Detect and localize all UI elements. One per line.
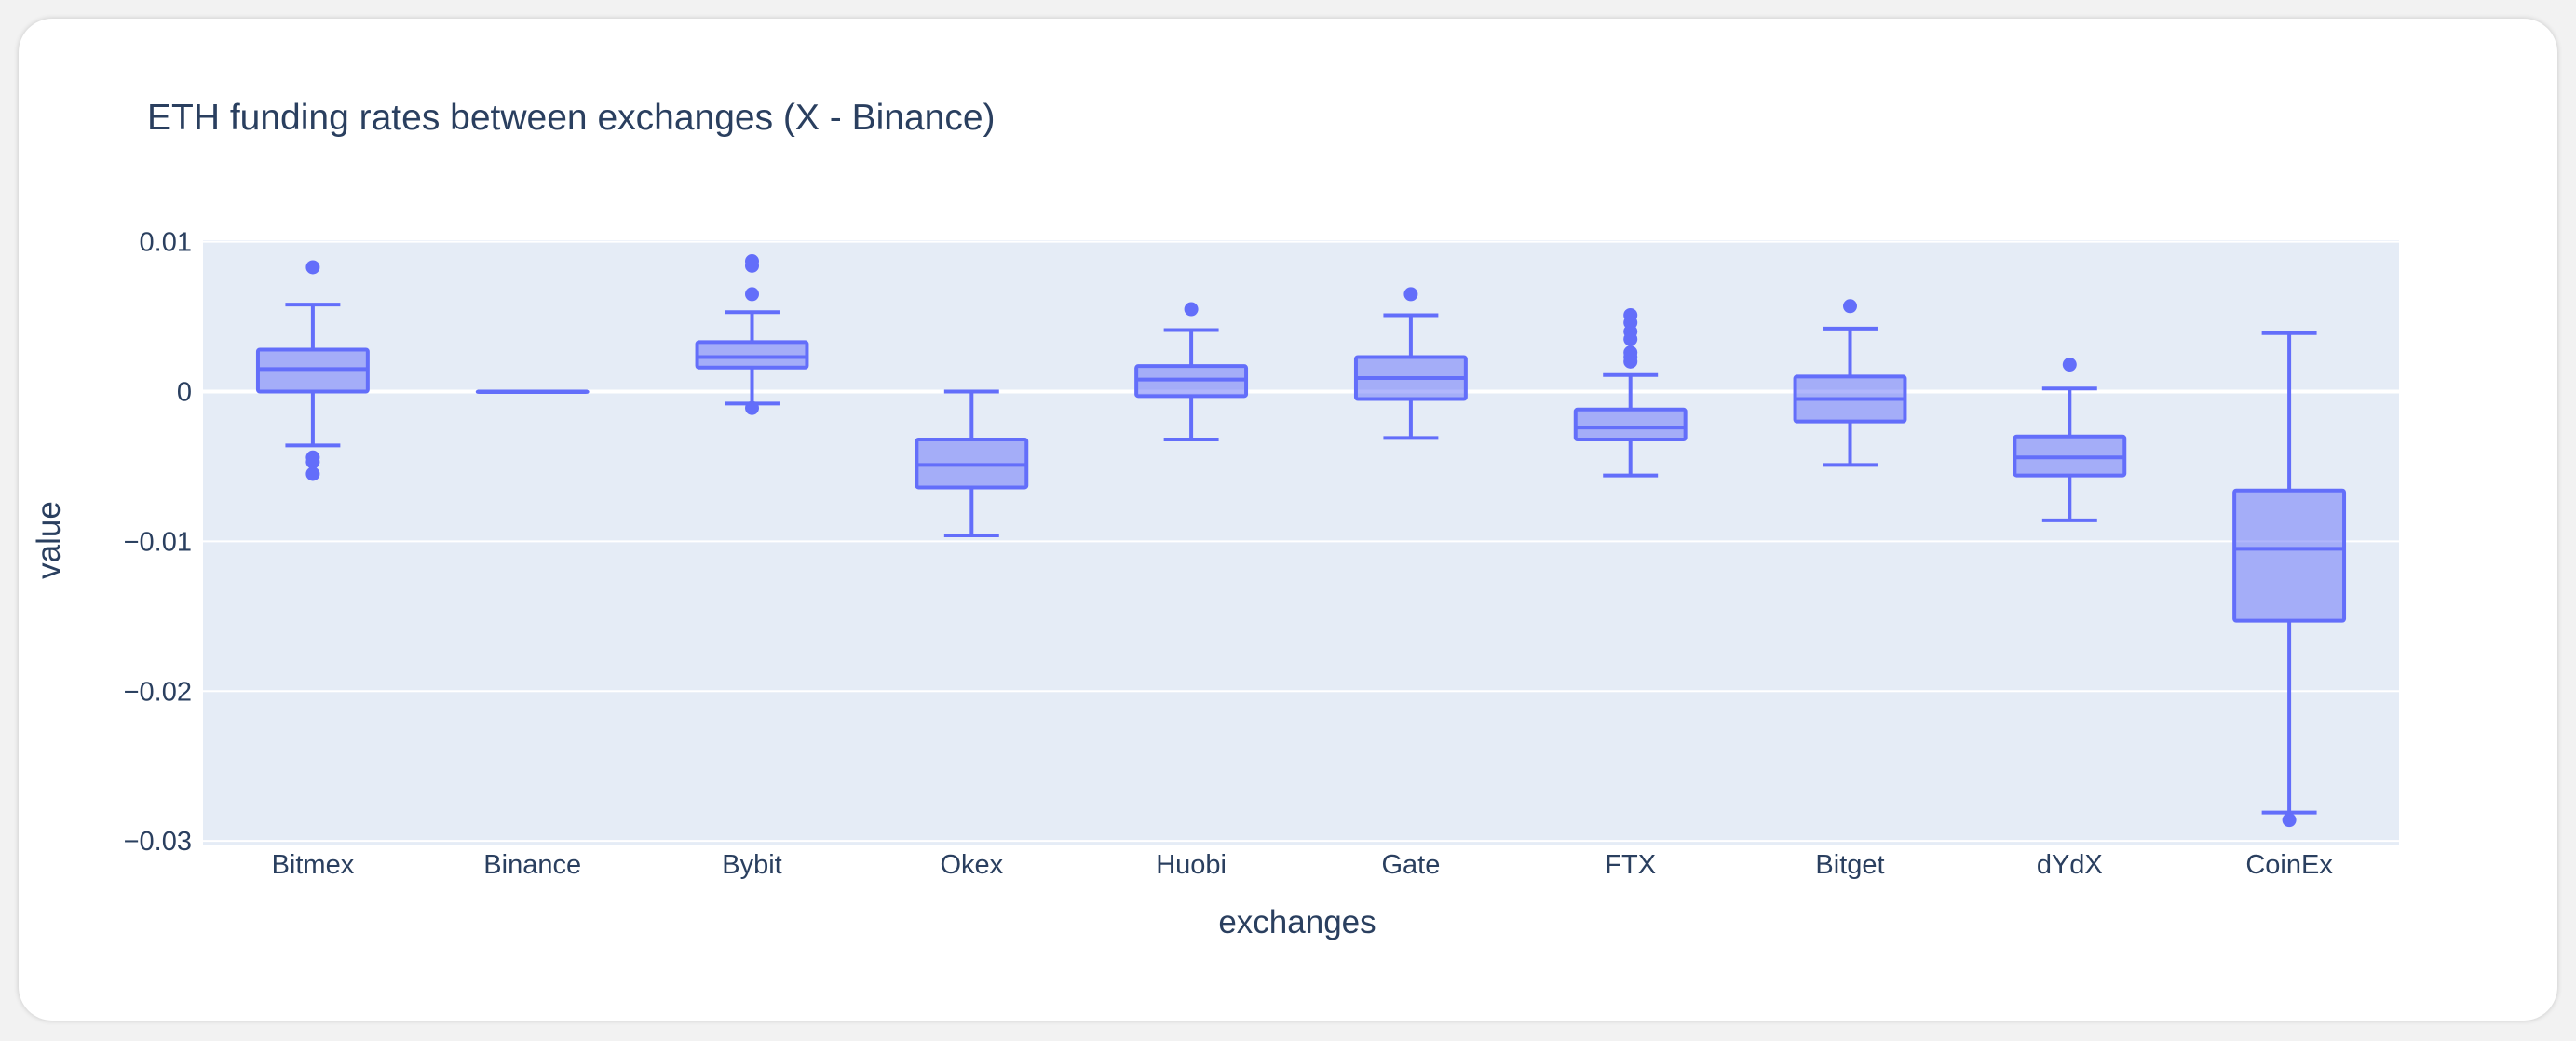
x-tick-label: CoinEx [2245, 850, 2333, 880]
box-dydx [2013, 358, 2127, 522]
box-bybit [695, 254, 809, 415]
x-tick-label: Bitget [1815, 850, 1884, 880]
x-tick-label: Gate [1381, 850, 1440, 880]
x-tick-label: Bitmex [272, 850, 355, 880]
outlier-point [1843, 299, 1857, 314]
plot-area [203, 240, 2399, 845]
outlier-point [305, 466, 320, 481]
box-bitmex [255, 260, 370, 481]
box-ftx [1573, 307, 1688, 478]
box-okex [915, 389, 1029, 537]
x-tick-label: Okex [940, 850, 1003, 880]
box-iqr [1573, 407, 1688, 441]
outlier-point [2282, 813, 2297, 828]
outlier-point [745, 287, 759, 302]
outlier-point [1623, 354, 1638, 369]
y-axis-ticks: 0.01 0 −0.01 −0.02 −0.03 [124, 228, 192, 858]
x-axis-ticks: Bitmex Binance Bybit Okex Huobi Gate FTX Bitget… [272, 850, 2334, 880]
outlier-point [1403, 287, 1418, 302]
x-tick-label: Huobi [1156, 850, 1227, 880]
box-huobi [1134, 302, 1249, 441]
x-tick-label: Bybit [722, 850, 781, 880]
y-tick-label: 0 [177, 378, 192, 408]
outlier-point [745, 400, 759, 415]
y-tick-label: −0.02 [124, 677, 192, 707]
box-iqr [695, 340, 809, 370]
y-tick-label: −0.03 [124, 827, 192, 857]
box-gate [1353, 287, 1468, 440]
x-tick-label: Binance [483, 850, 581, 880]
box-iqr [2232, 488, 2347, 623]
chart-title: ETH funding rates between exchanges (X -… [147, 98, 996, 138]
box-bitget [1793, 299, 1907, 467]
outlier-point [305, 454, 320, 469]
box-series [255, 254, 2347, 828]
outlier-point [1184, 302, 1199, 317]
box-binance [475, 389, 590, 394]
x-axis-title: exchanges [1218, 904, 1376, 940]
x-tick-label: dYdX [2037, 850, 2103, 880]
x-tick-label: FTX [1605, 850, 1656, 880]
box-coinex [2232, 331, 2347, 828]
outlier-point [745, 258, 759, 273]
y-tick-label: 0.01 [140, 228, 192, 258]
outlier-point [305, 260, 320, 275]
y-tick-label: −0.01 [124, 527, 192, 557]
outlier-point [1623, 331, 1638, 346]
outlier-point [2062, 358, 2077, 372]
y-axis-title: value [31, 501, 67, 579]
